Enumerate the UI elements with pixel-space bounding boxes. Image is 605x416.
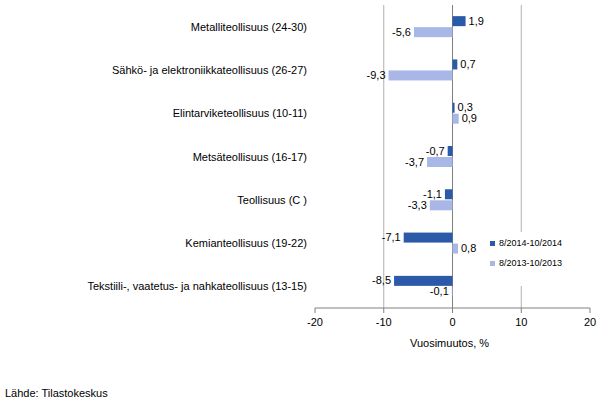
category-label: Teollisuus (C ) <box>237 194 307 206</box>
source: Lähde: Tilastokeskus <box>5 387 108 399</box>
bar <box>427 157 452 167</box>
legend: 8/2014-10/2014 8/2013-10/2013 <box>487 232 585 286</box>
bar <box>448 146 453 156</box>
data-label: 0,9 <box>462 112 477 124</box>
x-tick-label: -20 <box>307 316 323 328</box>
grid-line <box>383 5 384 308</box>
data-label: -3,7 <box>405 156 424 168</box>
data-label: 1,9 <box>469 15 484 27</box>
legend-box <box>487 232 585 286</box>
x-tick-label: -10 <box>376 316 392 328</box>
category-label: Kemianteollisuus (19-22) <box>185 237 307 249</box>
data-label: -8,5 <box>372 274 391 286</box>
bar <box>453 16 466 26</box>
chart: -20 -10 0 10 20 Vuosimuutos, % Lähde: Tilastok… <box>0 0 605 416</box>
data-label: 0,7 <box>460 58 475 70</box>
data-label: -7,1 <box>382 231 401 243</box>
bar <box>394 276 452 286</box>
x-tick <box>521 308 522 313</box>
legend-swatch <box>490 241 495 246</box>
data-label: -9,3 <box>367 69 386 81</box>
x-tick-label: 10 <box>515 316 527 328</box>
bar <box>451 287 453 297</box>
category-label: Elintarviketeollisuus (10-11) <box>173 107 307 119</box>
legend-label: 8/2014-10/2014 <box>499 238 562 248</box>
x-tick-label: 20 <box>584 316 596 328</box>
data-label: -0,1 <box>430 285 449 297</box>
category-label: Metalliteollisuus (24-30) <box>191 21 307 33</box>
bar <box>430 200 453 210</box>
bar <box>453 103 455 113</box>
data-labels: 1,90,70,3-0,7-1,1-7,1-8,5-5,6-9,30,9-3,7… <box>367 15 484 298</box>
x-tick <box>452 308 453 313</box>
bar <box>453 114 459 124</box>
legend-label: 8/2013-10/2013 <box>499 258 562 268</box>
x-tick <box>315 308 316 313</box>
bars <box>389 16 466 297</box>
x-axis-label: Vuosimuutos, % <box>410 337 489 349</box>
data-label: -3,3 <box>408 199 427 211</box>
data-label: 0,8 <box>461 242 476 254</box>
data-label: -0,7 <box>426 145 445 157</box>
bar <box>404 233 453 243</box>
category-label: Tekstiili-, vaatetus- ja nahkateollisuus… <box>88 280 308 292</box>
x-tick <box>590 308 591 313</box>
bar <box>453 59 458 69</box>
bar <box>453 244 459 254</box>
x-tick-label: 0 <box>449 316 455 328</box>
data-label: -5,6 <box>392 26 411 38</box>
bar <box>389 70 453 80</box>
category-label: Sähkö- ja elektroniikkateollisuus (26-27… <box>112 64 307 76</box>
legend-swatch <box>490 261 495 266</box>
x-tick <box>383 308 384 313</box>
bar <box>414 27 453 37</box>
grid-line <box>452 5 453 308</box>
category-label: Metsäteollisuus (16-17) <box>193 151 307 163</box>
bar <box>445 189 453 199</box>
